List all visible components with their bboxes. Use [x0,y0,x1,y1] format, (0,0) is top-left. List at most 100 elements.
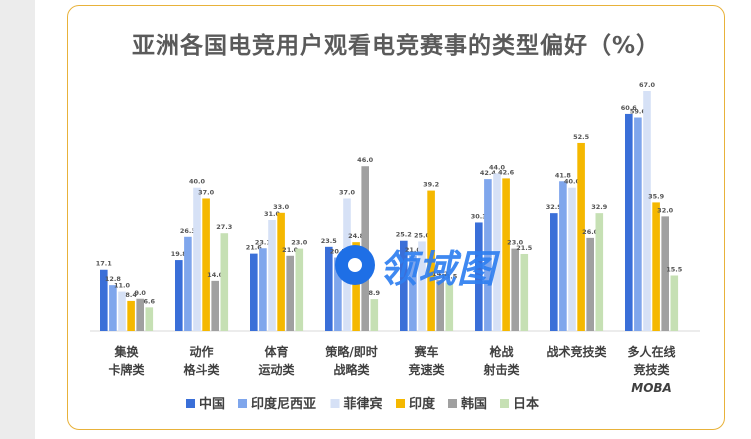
category-label: 策略/即时 [325,344,377,359]
data-label: 24.8 [348,232,365,240]
data-label: 52.5 [573,133,590,141]
bar-1-2 [193,187,201,331]
watermark-logo: 领域图 [335,242,496,291]
data-label: 42.6 [498,168,515,176]
data-label: 30.3 [471,212,487,220]
data-label: 21.5 [516,244,533,252]
bar-6-5 [595,213,604,331]
data-label: 42.4 [480,169,497,177]
data-label: 46.0 [357,156,374,164]
bar-6-4 [586,237,594,331]
legend-label: 日本 [513,396,539,412]
data-label: 27.3 [216,223,232,231]
category-label: 赛车 [414,344,439,359]
data-label: 60.6 [621,104,638,112]
legend-swatch [330,399,340,408]
bar-5-5 [520,253,529,331]
bar-4-0 [400,240,408,331]
bar-0-2 [118,291,126,331]
legend-swatch [396,399,405,408]
bar-1-1 [184,236,192,331]
bar-5-0 [475,222,483,331]
left-sidebar-strip [0,0,35,439]
data-label: 21.6 [246,244,263,252]
bar-2-2 [268,219,276,331]
data-label: 6.6 [144,297,156,305]
data-label: 12.8 [105,275,122,283]
bar-3-5 [370,299,379,331]
bar-5-1 [484,179,492,331]
legend-swatch [238,399,247,408]
data-label: 25.2 [396,231,412,239]
bar-5-2 [493,173,501,331]
legend-label: 菲律宾 [344,396,383,412]
bar-4-2 [418,241,426,331]
bar-2-4 [286,255,294,331]
bar-7-4 [661,216,669,331]
legend-swatch [500,399,509,408]
data-label: 31.0 [264,210,281,218]
bar-2-0 [250,253,258,331]
data-label: 13.5 [441,273,458,281]
bar-6-3 [577,142,585,331]
category-label: 动作 [190,344,214,359]
data-label: 26.0 [582,228,599,236]
data-label: 23.1 [255,238,272,246]
data-label: 67.0 [639,81,656,89]
bar-7-1 [634,117,642,331]
bar-6-2 [568,187,576,331]
category-label: 枪战 [490,344,514,359]
data-label: 33.0 [273,203,290,211]
data-label: 8.4 [125,291,137,299]
category-label: 战术竞技类 [547,344,608,359]
watermark-circle-icon [335,245,375,285]
watermark-text: 领域图 [379,246,497,291]
bar-6-0 [550,213,558,331]
data-label: 14.2 [432,270,448,278]
data-label: 25.0 [414,231,431,239]
category-label: 集换 [114,344,140,359]
data-label: 40.0 [564,178,581,186]
bar-5-3 [502,178,510,331]
data-label: 26.3 [180,227,196,235]
legend-label: 韩国 [461,396,487,412]
bar-4-4 [436,280,444,331]
category-label: 竞速类 [409,362,446,377]
data-label: 8.9 [369,289,381,297]
data-label: 23.0 [507,239,524,247]
category-label: 战略类 [334,362,371,377]
category-label: 运动类 [259,362,296,377]
data-label: 39.2 [423,181,439,189]
data-label: 44.0 [489,163,506,171]
bar-1-0 [175,260,183,331]
legend-swatch [186,399,195,408]
bar-0-1 [109,285,117,331]
data-label: 17.1 [96,260,113,268]
bar-4-5 [445,282,454,331]
data-label: 37.0 [198,188,215,196]
category-label: 多人在线 [628,344,676,359]
bar-2-1 [259,248,267,331]
data-label: 21.0 [405,246,422,254]
category-label: 射击类 [483,362,521,377]
bar-0-4 [136,298,144,331]
data-label: 11.0 [114,282,131,290]
category-label: 格斗类 [184,362,221,377]
legend-label: 印度 [409,396,436,412]
legend-swatch [448,399,457,408]
chart-card [67,5,725,430]
legend-label: 中国 [199,396,225,412]
bar-1-5 [220,233,229,331]
data-label: 20.5 [330,248,347,256]
chart-title: 亚洲各国电竞用户观看电竞赛事的类型偏好（%） [131,33,661,59]
bar-2-3 [277,212,285,331]
data-label: 35.9 [648,192,665,200]
bar-1-4 [211,280,219,331]
data-label: 14.0 [207,271,224,279]
data-label: 21.0 [282,246,299,254]
category-label: 卡牌类 [109,362,146,377]
bar-7-5 [670,275,679,331]
data-label: 23.5 [321,237,338,245]
data-label: 32.0 [657,206,674,214]
data-label: 32.9 [546,203,563,211]
